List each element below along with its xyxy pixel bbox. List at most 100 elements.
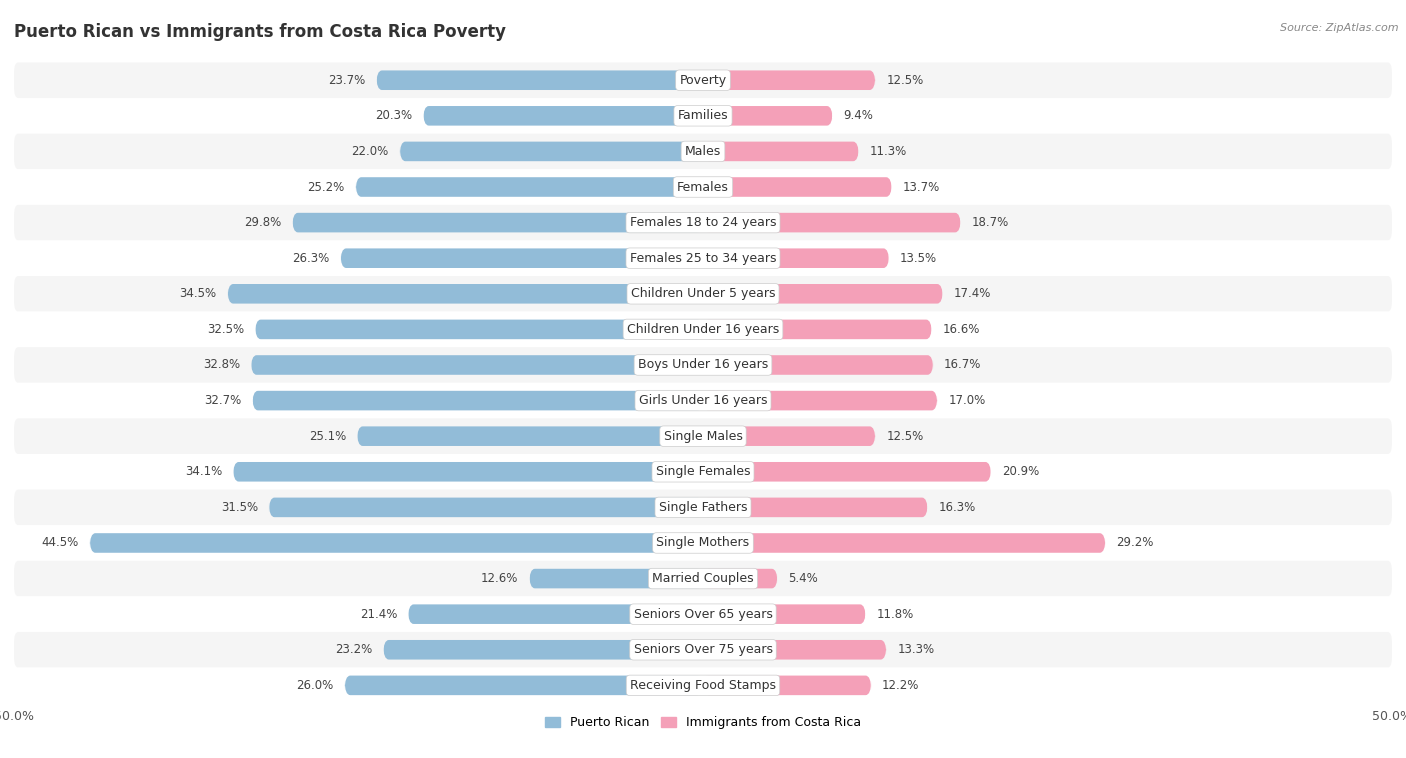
Text: Females: Females	[678, 180, 728, 193]
Text: 18.7%: 18.7%	[972, 216, 1010, 229]
Text: 12.5%: 12.5%	[886, 74, 924, 86]
FancyBboxPatch shape	[14, 454, 1392, 490]
Text: 16.7%: 16.7%	[945, 359, 981, 371]
Text: Seniors Over 65 years: Seniors Over 65 years	[634, 608, 772, 621]
FancyBboxPatch shape	[377, 70, 703, 90]
FancyBboxPatch shape	[703, 177, 891, 197]
Text: 13.3%: 13.3%	[897, 644, 935, 656]
Text: 29.2%: 29.2%	[1116, 537, 1154, 550]
Text: 11.8%: 11.8%	[876, 608, 914, 621]
FancyBboxPatch shape	[14, 418, 1392, 454]
Text: 12.2%: 12.2%	[882, 679, 920, 692]
Text: Families: Families	[678, 109, 728, 122]
FancyBboxPatch shape	[703, 391, 938, 410]
Text: 26.3%: 26.3%	[292, 252, 329, 265]
FancyBboxPatch shape	[14, 597, 1392, 632]
Text: 34.5%: 34.5%	[180, 287, 217, 300]
Text: 5.4%: 5.4%	[789, 572, 818, 585]
Text: Single Females: Single Females	[655, 465, 751, 478]
FancyBboxPatch shape	[14, 561, 1392, 597]
FancyBboxPatch shape	[703, 356, 934, 374]
Text: Single Males: Single Males	[664, 430, 742, 443]
Text: Receiving Food Stamps: Receiving Food Stamps	[630, 679, 776, 692]
Text: 32.7%: 32.7%	[204, 394, 242, 407]
FancyBboxPatch shape	[14, 668, 1392, 703]
FancyBboxPatch shape	[703, 640, 886, 659]
Text: 32.8%: 32.8%	[202, 359, 240, 371]
FancyBboxPatch shape	[423, 106, 703, 126]
FancyBboxPatch shape	[90, 533, 703, 553]
FancyBboxPatch shape	[703, 497, 928, 517]
FancyBboxPatch shape	[703, 533, 1105, 553]
FancyBboxPatch shape	[703, 284, 943, 304]
Text: Poverty: Poverty	[679, 74, 727, 86]
FancyBboxPatch shape	[399, 142, 703, 161]
FancyBboxPatch shape	[14, 490, 1392, 525]
Text: 23.2%: 23.2%	[335, 644, 373, 656]
FancyBboxPatch shape	[530, 568, 703, 588]
FancyBboxPatch shape	[292, 213, 703, 233]
Text: 13.5%: 13.5%	[900, 252, 938, 265]
Text: Boys Under 16 years: Boys Under 16 years	[638, 359, 768, 371]
FancyBboxPatch shape	[340, 249, 703, 268]
Text: 34.1%: 34.1%	[184, 465, 222, 478]
FancyBboxPatch shape	[14, 525, 1392, 561]
Text: Children Under 5 years: Children Under 5 years	[631, 287, 775, 300]
Text: 11.3%: 11.3%	[870, 145, 907, 158]
Text: 9.4%: 9.4%	[844, 109, 873, 122]
Text: Single Mothers: Single Mothers	[657, 537, 749, 550]
FancyBboxPatch shape	[357, 427, 703, 446]
FancyBboxPatch shape	[703, 427, 875, 446]
FancyBboxPatch shape	[14, 240, 1392, 276]
FancyBboxPatch shape	[703, 675, 872, 695]
FancyBboxPatch shape	[408, 604, 703, 624]
FancyBboxPatch shape	[14, 205, 1392, 240]
FancyBboxPatch shape	[703, 462, 991, 481]
Text: 12.5%: 12.5%	[886, 430, 924, 443]
Text: 26.0%: 26.0%	[297, 679, 333, 692]
FancyBboxPatch shape	[228, 284, 703, 304]
FancyBboxPatch shape	[269, 497, 703, 517]
Text: 44.5%: 44.5%	[42, 537, 79, 550]
Text: 31.5%: 31.5%	[221, 501, 257, 514]
Text: Puerto Rican vs Immigrants from Costa Rica Poverty: Puerto Rican vs Immigrants from Costa Ri…	[14, 23, 506, 41]
Text: Source: ZipAtlas.com: Source: ZipAtlas.com	[1281, 23, 1399, 33]
Text: 22.0%: 22.0%	[352, 145, 389, 158]
Text: 25.1%: 25.1%	[309, 430, 346, 443]
Text: Girls Under 16 years: Girls Under 16 years	[638, 394, 768, 407]
FancyBboxPatch shape	[703, 106, 832, 126]
Text: Seniors Over 75 years: Seniors Over 75 years	[634, 644, 772, 656]
Text: Married Couples: Married Couples	[652, 572, 754, 585]
Text: 20.9%: 20.9%	[1002, 465, 1039, 478]
FancyBboxPatch shape	[14, 133, 1392, 169]
FancyBboxPatch shape	[703, 70, 875, 90]
FancyBboxPatch shape	[14, 383, 1392, 418]
Text: 12.6%: 12.6%	[481, 572, 519, 585]
FancyBboxPatch shape	[703, 568, 778, 588]
Legend: Puerto Rican, Immigrants from Costa Rica: Puerto Rican, Immigrants from Costa Rica	[540, 711, 866, 735]
Text: 20.3%: 20.3%	[375, 109, 412, 122]
FancyBboxPatch shape	[253, 391, 703, 410]
FancyBboxPatch shape	[356, 177, 703, 197]
FancyBboxPatch shape	[384, 640, 703, 659]
FancyBboxPatch shape	[14, 312, 1392, 347]
FancyBboxPatch shape	[703, 213, 960, 233]
Text: 25.2%: 25.2%	[308, 180, 344, 193]
Text: 21.4%: 21.4%	[360, 608, 396, 621]
FancyBboxPatch shape	[252, 356, 703, 374]
FancyBboxPatch shape	[14, 98, 1392, 133]
Text: 16.3%: 16.3%	[939, 501, 976, 514]
FancyBboxPatch shape	[14, 62, 1392, 98]
FancyBboxPatch shape	[344, 675, 703, 695]
FancyBboxPatch shape	[703, 604, 866, 624]
FancyBboxPatch shape	[14, 276, 1392, 312]
Text: Males: Males	[685, 145, 721, 158]
Text: 32.5%: 32.5%	[207, 323, 245, 336]
Text: Single Fathers: Single Fathers	[659, 501, 747, 514]
Text: 16.6%: 16.6%	[943, 323, 980, 336]
FancyBboxPatch shape	[14, 347, 1392, 383]
Text: Females 25 to 34 years: Females 25 to 34 years	[630, 252, 776, 265]
FancyBboxPatch shape	[703, 320, 932, 339]
Text: 17.0%: 17.0%	[948, 394, 986, 407]
FancyBboxPatch shape	[254, 320, 703, 339]
